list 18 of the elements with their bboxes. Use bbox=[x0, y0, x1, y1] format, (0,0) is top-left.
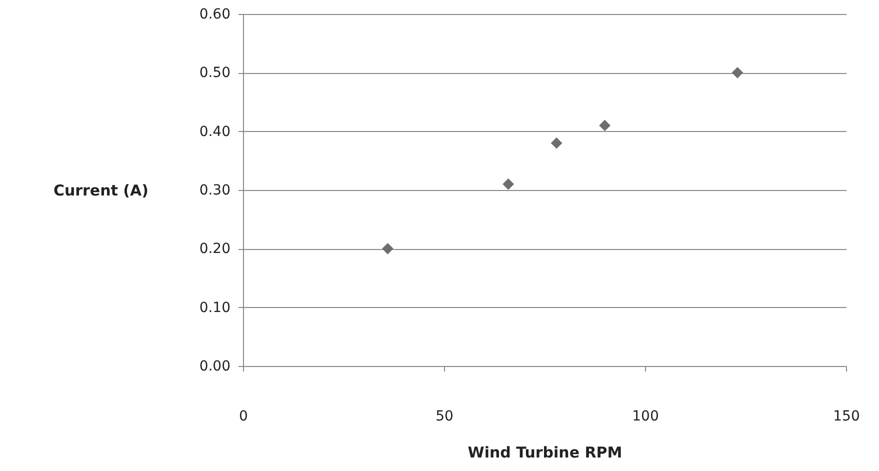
x-tick-label: 0 bbox=[239, 408, 248, 424]
y-tick-label: 0.30 bbox=[199, 182, 230, 198]
point bbox=[550, 137, 562, 149]
y-tick-label: 0.10 bbox=[199, 300, 230, 316]
y-tick-label: 0.20 bbox=[199, 241, 230, 258]
x-tick-label: 50 bbox=[436, 408, 454, 424]
point bbox=[599, 120, 610, 132]
point bbox=[382, 242, 394, 254]
y-tick-label: 0.60 bbox=[199, 6, 230, 22]
y-tick-label: 0.00 bbox=[199, 358, 230, 374]
x-tick-label: 100 bbox=[632, 408, 659, 424]
y-tick-label: 0.40 bbox=[199, 124, 230, 140]
x-tick-label: 150 bbox=[833, 408, 860, 424]
y-tick-label: 0.50 bbox=[199, 65, 230, 82]
y-axis-title: Current (A) bbox=[53, 182, 148, 200]
x-axis-title: Wind Turbine RPM bbox=[468, 444, 622, 462]
point bbox=[502, 178, 514, 190]
point bbox=[732, 66, 744, 78]
